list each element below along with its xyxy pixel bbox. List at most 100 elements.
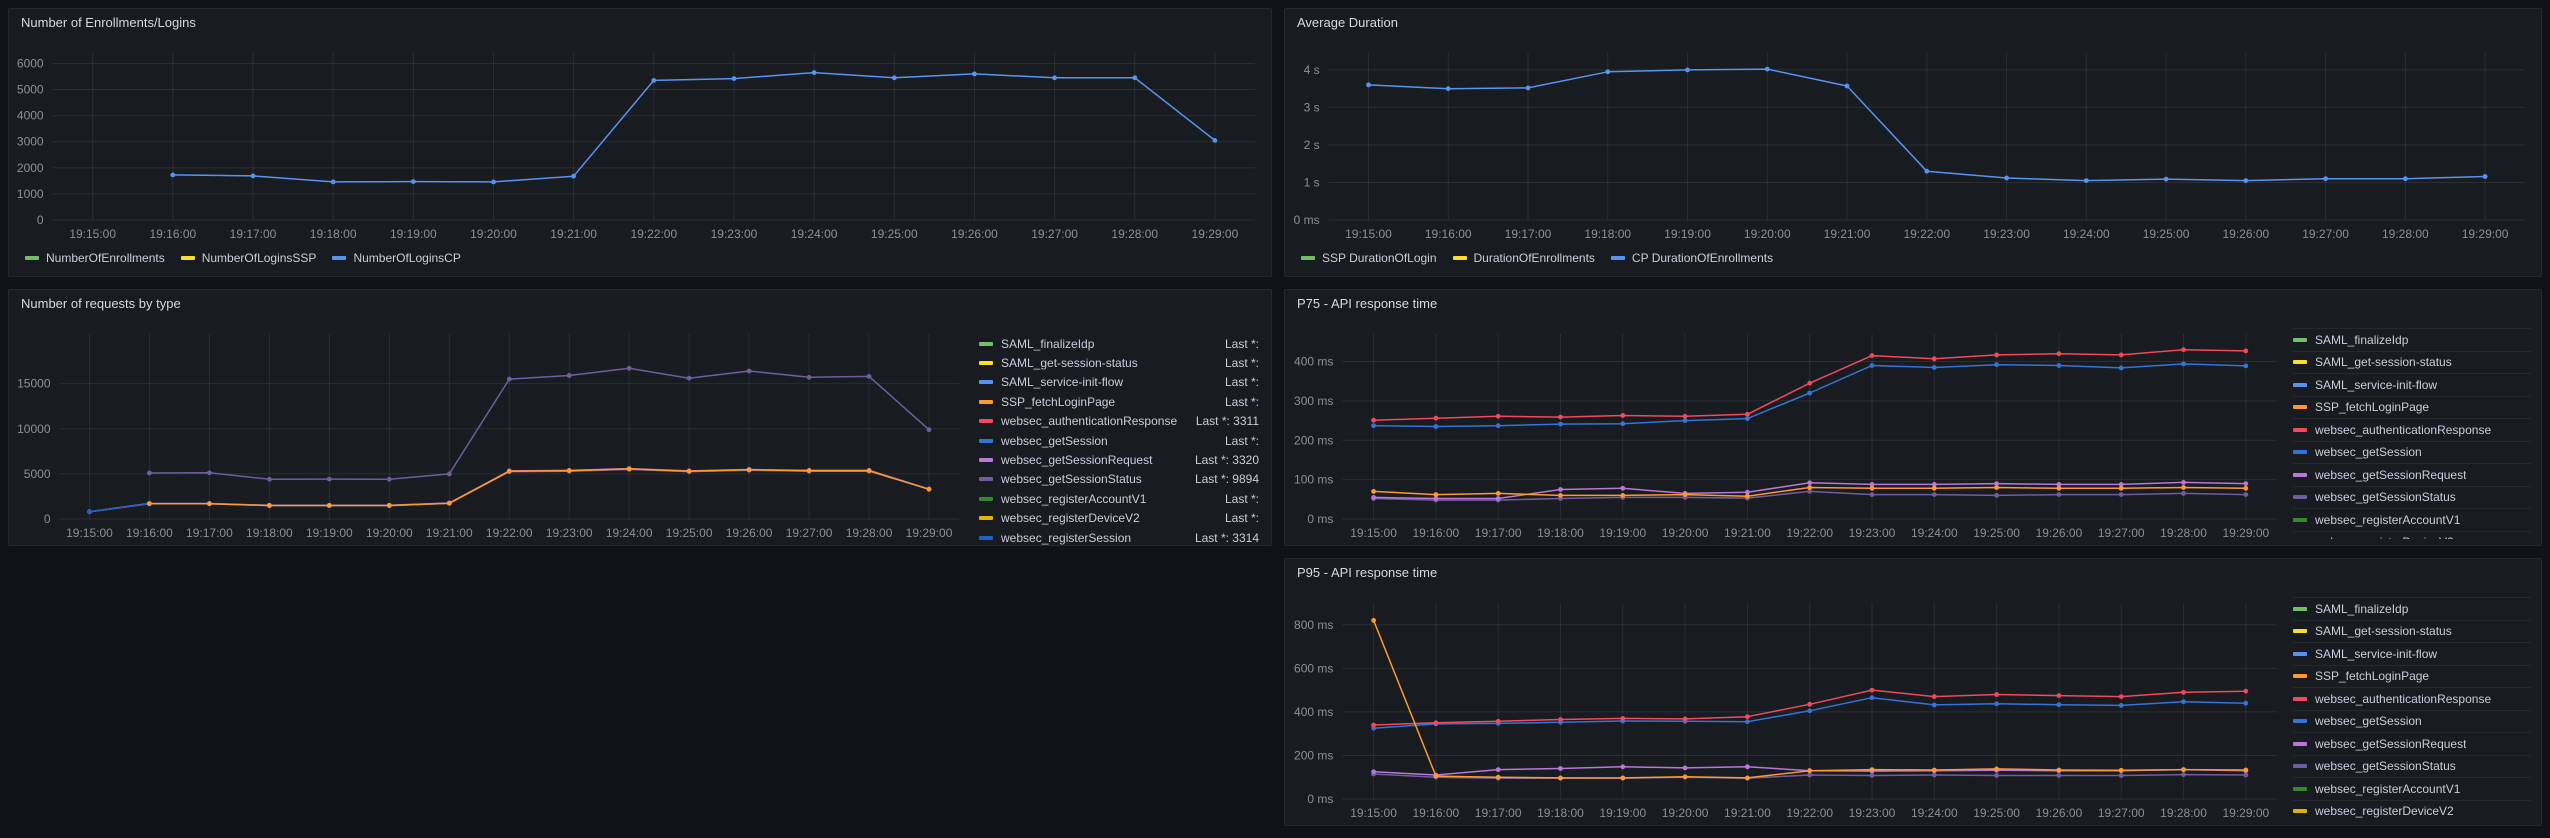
svg-text:19:24:00: 19:24:00 xyxy=(1911,806,1958,820)
svg-text:2 s: 2 s xyxy=(1304,138,1320,152)
legend-item-websec_authenticationResponse[interactable]: websec_authenticationResponse xyxy=(2293,418,2531,441)
legend-item-websec_getSession[interactable]: websec_getSession xyxy=(2293,709,2531,733)
legend-label: websec_registerDeviceV2 xyxy=(2315,535,2454,539)
legend-swatch xyxy=(2293,786,2307,791)
panel-title[interactable]: Number of requests by type xyxy=(21,296,181,311)
svg-text:19:25:00: 19:25:00 xyxy=(666,526,713,540)
p75-api-response-chart[interactable]: 19:15:00 19:16:00 19:17:00 19:18:00 19:19:00… xyxy=(1285,320,2293,545)
svg-text:19:19:00: 19:19:00 xyxy=(306,526,353,540)
legend-swatch xyxy=(1610,256,1625,260)
svg-text:19:29:00: 19:29:00 xyxy=(1192,227,1239,241)
legend-swatch xyxy=(979,535,993,540)
legend-item-CP DurationOfEnrollments[interactable]: CP DurationOfEnrollments xyxy=(1610,251,1774,265)
svg-text:19:28:00: 19:28:00 xyxy=(1111,227,1158,241)
legend-p75: SAML_finalizeIdp SAML_get-session-status S… xyxy=(2293,328,2531,539)
legend-label: websec_authenticationResponse xyxy=(1001,414,1178,429)
svg-text:19:17:00: 19:17:00 xyxy=(230,227,277,241)
legend-item-websec_getSessionRequest[interactable]: websec_getSessionRequest xyxy=(2293,732,2531,755)
legend-item-SAML_finalizeIdp[interactable]: SAML_finalizeIdp xyxy=(2293,597,2531,620)
legend-item-websec_getSession[interactable]: websec_getSession Last *: xyxy=(979,431,1259,450)
legend-label: SAML_get-session-status xyxy=(2315,355,2452,370)
legend-item-websec_getSessionRequest[interactable]: websec_getSessionRequest Last *: 3320 xyxy=(979,450,1259,469)
legend-item-websec_getSessionRequest[interactable]: websec_getSessionRequest xyxy=(2293,463,2531,486)
svg-text:19:26:00: 19:26:00 xyxy=(2222,227,2269,241)
svg-text:200 ms: 200 ms xyxy=(1294,433,1333,447)
legend-item-websec_registerDeviceV2[interactable]: websec_registerDeviceV2 Last *: xyxy=(979,509,1259,528)
legend-item-SAML_finalizeIdp[interactable]: SAML_finalizeIdp xyxy=(2293,328,2531,351)
legend-value: Last *: xyxy=(1224,491,1259,506)
svg-text:19:26:00: 19:26:00 xyxy=(951,227,998,241)
svg-text:19:25:00: 19:25:00 xyxy=(1973,806,2020,820)
svg-text:19:19:00: 19:19:00 xyxy=(1599,806,1646,820)
legend-item-SSP_fetchLoginPage[interactable]: SSP_fetchLoginPage xyxy=(2293,664,2531,688)
legend-item-websec_registerDeviceV2[interactable]: websec_registerDeviceV2 xyxy=(2293,799,2531,820)
legend-item-websec_getSessionStatus[interactable]: websec_getSessionStatus xyxy=(2293,754,2531,778)
svg-text:0 ms: 0 ms xyxy=(1307,512,1333,526)
legend-item-SAML_get-session-status[interactable]: SAML_get-session-status xyxy=(2293,619,2531,643)
legend-item-SAML_get-session-status[interactable]: SAML_get-session-status xyxy=(2293,350,2531,374)
svg-text:19:20:00: 19:20:00 xyxy=(470,227,517,241)
panel-title[interactable]: P75 - API response time xyxy=(1297,296,1438,311)
legend-label: websec_getSession xyxy=(1001,433,1108,448)
legend-item-websec_authenticationResponse[interactable]: websec_authenticationResponse xyxy=(2293,687,2531,710)
legend-label: NumberOfLoginsSSP xyxy=(201,251,317,265)
svg-text:19:24:00: 19:24:00 xyxy=(606,526,653,540)
svg-text:19:16:00: 19:16:00 xyxy=(126,526,173,540)
legend-item-websec_getSessionStatus[interactable]: websec_getSessionStatus Last *: 9894 xyxy=(979,470,1259,489)
legend-item-SAML_finalizeIdp[interactable]: SAML_finalizeIdp Last *: xyxy=(979,334,1259,353)
legend-item-DurationOfEnrollments[interactable]: DurationOfEnrollments xyxy=(1452,251,1595,265)
legend-item-SAML_service-init-flow[interactable]: SAML_service-init-flow xyxy=(2293,642,2531,665)
legend-label: CP DurationOfEnrollments xyxy=(1631,251,1774,265)
legend-item-websec_registerAccountV1[interactable]: websec_registerAccountV1 xyxy=(2293,508,2531,531)
panel-title[interactable]: Average Duration xyxy=(1297,15,1398,30)
legend-item-NumberOfLoginsCP[interactable]: NumberOfLoginsCP xyxy=(332,251,461,265)
svg-text:19:20:00: 19:20:00 xyxy=(366,526,413,540)
legend-item-NumberOfEnrollments[interactable]: NumberOfEnrollments xyxy=(25,251,165,265)
legend-swatch xyxy=(1301,256,1315,260)
legend-item-NumberOfLoginsSSP[interactable]: NumberOfLoginsSSP xyxy=(180,251,317,265)
legend-swatch xyxy=(979,419,993,424)
legend-item-SSP DurationOfLogin[interactable]: SSP DurationOfLogin xyxy=(1301,251,1437,265)
svg-text:800 ms: 800 ms xyxy=(1294,618,1333,632)
legend-item-SAML_service-init-flow[interactable]: SAML_service-init-flow Last *: xyxy=(979,373,1259,392)
legend-item-websec_getSession[interactable]: websec_getSession xyxy=(2293,440,2531,464)
p95-api-response-chart[interactable]: 19:15:00 19:16:00 19:17:00 19:18:00 19:19:00… xyxy=(1285,589,2293,825)
legend-swatch xyxy=(2293,450,2307,455)
legend-label: websec_getSessionRequest xyxy=(1001,453,1153,468)
average-duration-chart[interactable]: 19:15:00 19:16:00 19:17:00 19:18:00 19:19:00… xyxy=(1285,39,2541,246)
legend-item-websec_registerAccountV1[interactable]: websec_registerAccountV1 Last *: xyxy=(979,489,1259,508)
svg-text:600 ms: 600 ms xyxy=(1294,661,1333,675)
legend-item-websec_getSessionStatus[interactable]: websec_getSessionStatus xyxy=(2293,485,2531,509)
legend-label: SAML_service-init-flow xyxy=(1001,375,1124,390)
requests-by-type-chart[interactable]: 19:15:00 19:16:00 19:17:00 19:18:00 19:19:00… xyxy=(9,320,975,545)
legend-value: Last *: 3314 xyxy=(1194,530,1259,545)
legend-swatch xyxy=(2293,741,2307,746)
legend-swatch xyxy=(2293,651,2307,656)
legend-label: SSP_fetchLoginPage xyxy=(2315,400,2430,415)
svg-text:19:18:00: 19:18:00 xyxy=(246,526,293,540)
svg-text:4 s: 4 s xyxy=(1304,63,1320,77)
enrollments-logins-chart[interactable]: 19:15:00 19:16:00 19:17:00 19:18:00 19:19:00… xyxy=(9,39,1271,246)
svg-text:19:28:00: 19:28:00 xyxy=(2160,526,2207,540)
legend-item-websec_registerSession[interactable]: websec_registerSession Last *: 3314 xyxy=(979,528,1259,545)
svg-text:19:23:00: 19:23:00 xyxy=(711,227,758,241)
legend-label: websec_registerDeviceV2 xyxy=(2315,804,2454,819)
legend-label: websec_getSessionStatus xyxy=(2315,490,2456,505)
legend-value: Last *: 3320 xyxy=(1194,453,1259,468)
legend-item-SAML_get-session-status[interactable]: SAML_get-session-status Last *: xyxy=(979,353,1259,372)
legend-item-SSP_fetchLoginPage[interactable]: SSP_fetchLoginPage Last *: xyxy=(979,392,1259,411)
svg-text:0: 0 xyxy=(37,213,44,227)
svg-text:400 ms: 400 ms xyxy=(1294,355,1333,369)
legend-item-websec_registerDeviceV2[interactable]: websec_registerDeviceV2 xyxy=(2293,530,2531,539)
legend-swatch xyxy=(979,341,993,346)
legend-item-websec_authenticationResponse[interactable]: websec_authenticationResponse Last *: 331… xyxy=(979,412,1259,431)
svg-text:19:17:00: 19:17:00 xyxy=(1475,806,1522,820)
svg-text:19:24:00: 19:24:00 xyxy=(1911,526,1958,540)
panel-title[interactable]: P95 - API response time xyxy=(1297,565,1438,580)
legend-item-SSP_fetchLoginPage[interactable]: SSP_fetchLoginPage xyxy=(2293,395,2531,419)
svg-text:3000: 3000 xyxy=(17,135,44,149)
panel-title[interactable]: Number of Enrollments/Logins xyxy=(21,15,196,30)
legend-item-websec_registerAccountV1[interactable]: websec_registerAccountV1 xyxy=(2293,777,2531,800)
legend-swatch xyxy=(2293,382,2307,387)
legend-item-SAML_service-init-flow[interactable]: SAML_service-init-flow xyxy=(2293,373,2531,396)
